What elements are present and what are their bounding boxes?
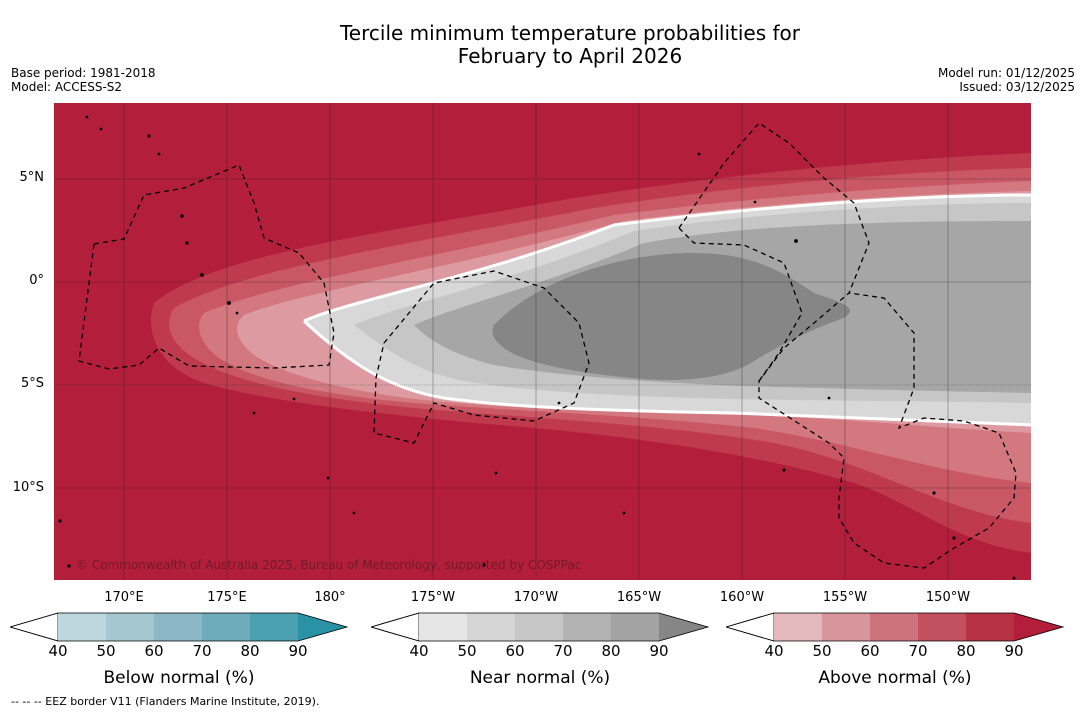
chart-title: Tercile minimum temperature probabilitie…: [0, 22, 1085, 68]
lat-label-0: 0°: [29, 273, 44, 288]
below-colorbar-segment-70: [202, 613, 250, 641]
lon-label-150w: 150°W: [925, 590, 971, 605]
above-colorbar-segment-70: [918, 613, 966, 641]
above-tick-80: 80: [956, 642, 976, 660]
above-colorbar-segment-50: [822, 613, 870, 641]
near-colorbar-segment-70: [563, 613, 611, 641]
meta-left: Base period: 1981-2018 Model: ACCESS-S2: [11, 66, 156, 94]
below-colorbar-outline: [10, 612, 349, 642]
above-normal-colorbar: [726, 612, 1065, 642]
above-tick-90: 90: [1004, 642, 1024, 660]
above-colorbar-high-arrow: [1014, 613, 1063, 641]
below-tick-90: 90: [288, 642, 308, 660]
near-colorbar-high-arrow: [659, 613, 708, 641]
lat-label-5n: 5°N: [19, 170, 45, 185]
above-tick-70: 70: [908, 642, 928, 660]
lat-label-5s: 5°S: [20, 376, 44, 391]
above-tick-40: 40: [764, 642, 784, 660]
white-contour: [303, 193, 1031, 323]
eez-borders: [78, 122, 1017, 569]
base-period: Base period: 1981-2018: [11, 66, 156, 80]
below-colorbar-low-arrow: [10, 612, 59, 642]
near-colorbar-segment-40: [419, 613, 467, 641]
lon-label-170e: 170°E: [104, 590, 144, 605]
near-colorbar-segment-80: [611, 613, 659, 641]
near-colorbar-segment-60: [515, 613, 563, 641]
eez-footnote: -- -- -- EEZ border V11 (Flanders Marine…: [11, 695, 320, 708]
issued-date: Issued: 03/12/2025: [959, 80, 1075, 94]
lon-label-175e: 175°E: [207, 590, 247, 605]
near-colorbar-outline: [371, 612, 710, 642]
near-colorbar-low-arrow: [371, 612, 420, 642]
below-tick-70: 70: [192, 642, 212, 660]
below-tick-60: 60: [144, 642, 164, 660]
above-normal-title: Above normal (%): [818, 668, 972, 688]
near-tick-50: 50: [457, 642, 477, 660]
gridlines: [54, 103, 1031, 580]
near-normal-colorbar: [371, 612, 710, 642]
below-colorbar-segment-60: [154, 613, 202, 641]
below-normal-title: Below normal (%): [103, 668, 255, 688]
above-colorbar-segment-40: [774, 613, 822, 641]
near-colorbar-segment-50: [467, 613, 515, 641]
map-svg: [54, 103, 1031, 580]
lat-label-10s: 10°S: [12, 480, 44, 495]
lon-label-155w: 155°W: [822, 590, 868, 605]
near-normal-title: Near normal (%): [469, 668, 611, 688]
below-colorbar-segment-50: [106, 613, 154, 641]
model-name: Model: ACCESS-S2: [11, 80, 123, 94]
above-colorbar-segment-80: [966, 613, 1014, 641]
lon-label-165w: 165°W: [616, 590, 662, 605]
near-70-region: [492, 253, 850, 381]
below-colorbar-high-arrow: [298, 613, 347, 641]
below-tick-40: 40: [48, 642, 68, 660]
near-tick-70: 70: [553, 642, 573, 660]
above-colorbar-low-arrow: [726, 612, 775, 642]
lon-label-170w: 170°W: [513, 590, 559, 605]
near-tick-60: 60: [505, 642, 525, 660]
lon-label-180: 180°: [314, 590, 346, 605]
below-tick-80: 80: [240, 642, 260, 660]
near-tick-40: 40: [409, 642, 429, 660]
islands: [58, 115, 1016, 580]
lon-label-175w: 175°W: [410, 590, 456, 605]
lon-label-160w: 160°W: [719, 590, 765, 605]
above-colorbar-segment-60: [870, 613, 918, 641]
near-tick-80: 80: [601, 642, 621, 660]
below-tick-50: 50: [96, 642, 116, 660]
below-colorbar-segment-80: [250, 613, 298, 641]
near-tick-90: 90: [649, 642, 669, 660]
above-colorbar-outline: [726, 612, 1065, 642]
model-run: Model run: 01/12/2025: [937, 66, 1075, 80]
map-credit: © Commonwealth of Australia 2025, Bureau…: [76, 558, 582, 572]
above-tick-50: 50: [812, 642, 832, 660]
white-contour-south: [302, 319, 1031, 427]
below-colorbar-segment-40: [58, 613, 106, 641]
above-tick-60: 60: [860, 642, 880, 660]
title-line-1: Tercile minimum temperature probabilitie…: [339, 21, 801, 45]
meta-right: Model run: 01/12/2025 Issued: 03/12/2025: [938, 66, 1075, 94]
below-normal-colorbar: [10, 612, 349, 642]
probability-map: [54, 103, 1031, 580]
title-line-2: February to April 2026: [457, 44, 683, 68]
